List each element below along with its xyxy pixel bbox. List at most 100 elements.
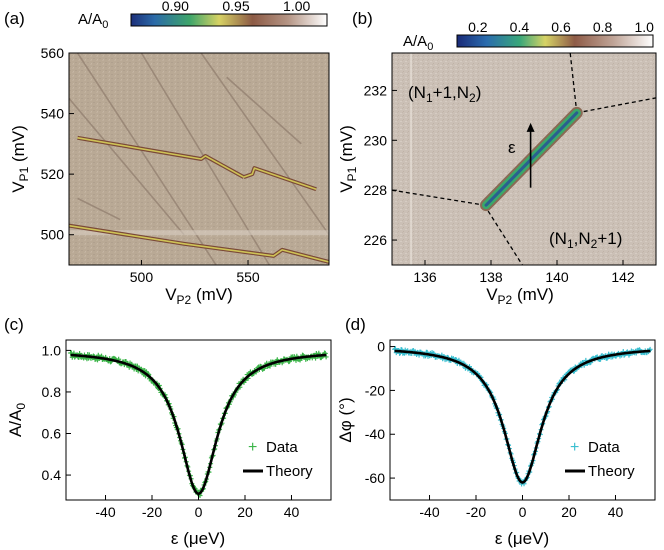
- charge-boundary-1: [483, 204, 523, 265]
- y-tick-label: 230: [364, 132, 388, 148]
- x-tick-label: 136: [413, 269, 437, 285]
- panel-d-plot: [392, 346, 653, 487]
- x-tick-label: 40: [608, 504, 624, 520]
- panel-a-colorbar-label: A/A0: [78, 11, 108, 31]
- y-tick-label: 228: [364, 182, 388, 198]
- x-tick-label: 550: [236, 269, 260, 285]
- y-tick-label: 0.4: [42, 467, 62, 483]
- x-tick-label: 20: [237, 504, 253, 520]
- panel-a-ylabel: VP1 (mV): [9, 125, 31, 193]
- panel-a-frame: [68, 52, 330, 266]
- panel-a-ticks: 500 550 500 520 540 560: [41, 45, 260, 285]
- x-tick-label: -40: [419, 504, 439, 520]
- panel-d-xlabel: ε (μeV): [495, 529, 549, 548]
- panel-b: (b) A/A0 0.2 0.4 0.6 0.8 1.0 136 138 140 142 226…: [337, 9, 657, 307]
- colorbar-tick-label: 0.95: [222, 0, 249, 14]
- panel-b-ticks: 136 138 140 142 226 228 230 232: [364, 82, 635, 285]
- charge-line: [140, 53, 271, 265]
- panel-b-label: (b): [352, 9, 373, 28]
- panel-c-ticks: -40 -20 0 20 40 0.4 0.6 0.8 1.0: [42, 342, 300, 520]
- x-tick-label: -20: [142, 504, 162, 520]
- horizontal-band: [69, 230, 329, 236]
- theory-line: [70, 353, 327, 496]
- panel-c-plot: [68, 350, 329, 499]
- x-tick-label: 0: [519, 504, 527, 520]
- y-tick-label: 560: [41, 45, 65, 61]
- y-tick-label: 0: [377, 339, 385, 355]
- y-tick-label: 0.6: [42, 426, 62, 442]
- charge-line: [226, 76, 302, 145]
- colorbar-tick-label: 0.4: [510, 19, 530, 35]
- panel-b-xlabel: VP2 (mV): [486, 285, 554, 307]
- panel-c-legend: + Data Theory: [243, 439, 313, 480]
- theory-line: [394, 349, 651, 484]
- panel-b-colorbar-ticks: 0.2 0.4 0.6 0.8 1.0: [468, 19, 654, 35]
- panel-b-features: [392, 53, 656, 265]
- panel-a: (a) A/A0 0.90 0.95 1.00 500 550 500 520 540 560…: [4, 0, 330, 307]
- charge-line: [200, 53, 329, 236]
- x-tick-label: 142: [611, 269, 635, 285]
- panel-c-legend-data-marker: +: [248, 439, 257, 456]
- panel-a-colorbar: [130, 13, 328, 27]
- panel-c: (c) -40 -20 0 20 40 0.4 0.6 0.8 1.0 + Data Theor…: [4, 315, 332, 548]
- y-tick-label: 520: [41, 166, 65, 182]
- y-tick-label: -60: [365, 470, 385, 486]
- y-tick-label: 500: [41, 227, 65, 243]
- y-tick-label: 232: [364, 82, 388, 98]
- panel-a-label: (a): [4, 9, 25, 28]
- x-tick-label: 500: [130, 269, 154, 285]
- epsilon-arrow-head: [526, 122, 535, 132]
- panel-a-xlabel: VP2 (mV): [165, 285, 233, 307]
- panel-a-colorbar-ticks: 0.90 0.95 1.00: [162, 0, 311, 14]
- panel-a-features: [69, 53, 329, 265]
- charge-boundary-3: [569, 53, 578, 113]
- y-tick-label: 226: [364, 232, 388, 248]
- interdot-line-core-2: [69, 224, 329, 263]
- x-tick-label: -40: [95, 504, 115, 520]
- panel-d: (d) -40 -20 0 20 40-60-40-200 + Data Theory …: [336, 315, 656, 548]
- panel-b-state-lower: (N1,N2+1): [549, 229, 622, 251]
- colorbar-tick-label: 0.6: [551, 19, 571, 35]
- charge-line: [69, 97, 185, 236]
- panel-b-frame: [391, 52, 657, 266]
- panel-c-label: (c): [4, 315, 24, 334]
- y-tick-label: -40: [365, 426, 385, 442]
- panel-d-ylabel: Δφ (°): [336, 397, 355, 442]
- x-tick-label: 20: [561, 504, 577, 520]
- panel-c-ylabel: A/A0: [6, 403, 28, 437]
- x-tick-label: 0: [195, 504, 203, 520]
- panel-b-ylabel: VP1 (mV): [337, 125, 359, 193]
- panel-c-xlabel: ε (μeV): [171, 529, 225, 548]
- panel-b-colorbar: [456, 34, 654, 48]
- panel-b-epsilon-label: ε: [508, 138, 516, 157]
- transition-line-core: [484, 111, 579, 207]
- panel-d-legend: + Data Theory: [565, 439, 635, 480]
- panel-d-legend-data-marker: +: [570, 439, 579, 456]
- panel-d-legend-theory: Theory: [588, 463, 635, 480]
- charge-line: [76, 53, 217, 265]
- interdot-line-core-1: [243, 167, 317, 191]
- vertical-streak: [410, 53, 413, 265]
- panel-c-legend-data: Data: [266, 439, 298, 456]
- colorbar-tick-label: 1.0: [634, 19, 654, 35]
- y-tick-label: 1.0: [42, 342, 62, 358]
- colorbar-tick-label: 1.00: [283, 0, 310, 14]
- colorbar-tick-label: 0.8: [593, 19, 613, 35]
- y-tick-label: 540: [41, 106, 65, 122]
- charge-boundary-0: [392, 189, 485, 206]
- charge-line: [77, 197, 121, 221]
- panel-d-label: (d): [345, 315, 366, 334]
- x-tick-label: 138: [479, 269, 503, 285]
- panel-d-ticks: -40 -20 0 20 40 -60 -40 -20 0: [365, 339, 624, 520]
- interdot-line-core-0: [77, 137, 245, 178]
- y-tick-label: -20: [365, 382, 385, 398]
- x-tick-label: -20: [466, 504, 486, 520]
- panel-d-legend-data: Data: [588, 439, 620, 456]
- x-tick-label: 40: [284, 504, 300, 520]
- panel-b-colorbar-label: A/A0: [403, 33, 433, 53]
- colorbar-tick-label: 0.90: [162, 0, 189, 14]
- colorbar-tick-label: 0.2: [468, 19, 488, 35]
- panel-c-legend-theory: Theory: [266, 463, 313, 480]
- x-tick-label: 140: [545, 269, 569, 285]
